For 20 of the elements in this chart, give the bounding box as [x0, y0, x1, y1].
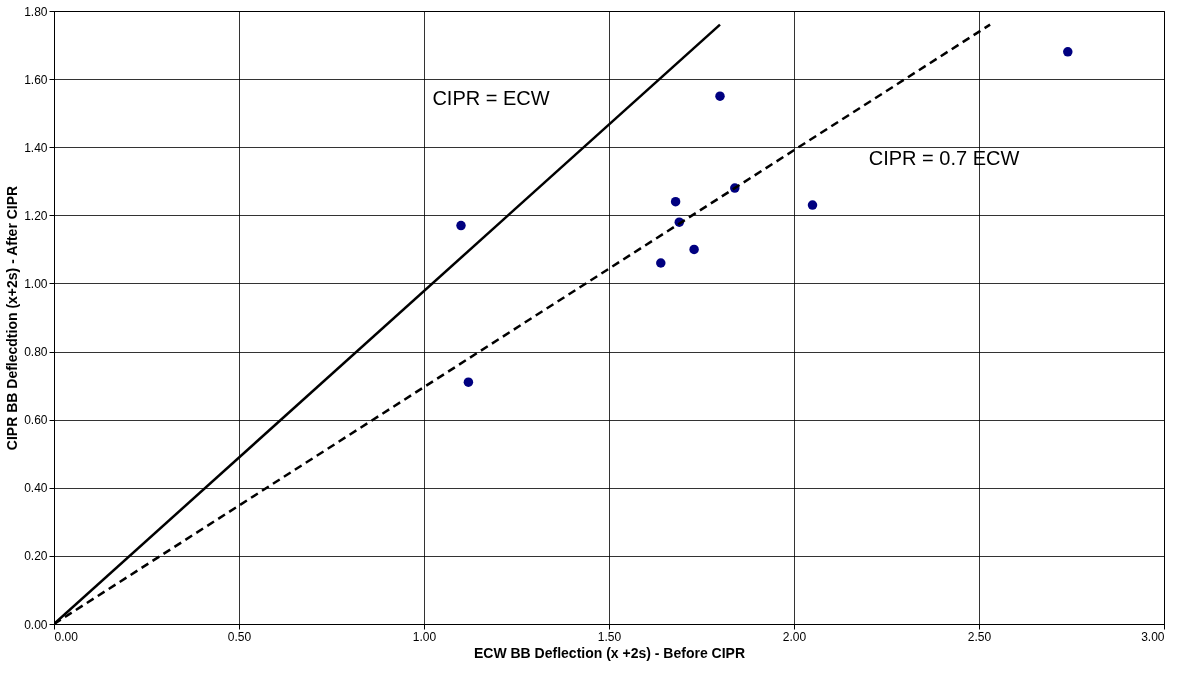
y-tick-label: 0.00 — [24, 617, 48, 632]
y-tick-label: 1.80 — [24, 4, 48, 19]
x-tick-label: 3.00 — [1141, 629, 1165, 644]
x-tick-label: 2.00 — [782, 629, 807, 644]
x-tick-label: 0.50 — [227, 629, 252, 644]
x-tick-label: 1.50 — [597, 629, 622, 644]
x-tick-label: 2.50 — [967, 629, 992, 644]
y-tick-label: 1.40 — [24, 140, 48, 155]
x-tick-label: 0.00 — [54, 629, 79, 644]
y-tick-label: 1.00 — [24, 276, 48, 291]
y-tick-label: 0.40 — [24, 481, 48, 496]
y-axis-title: CIPR BB Deflecdtion (x+2s) - After CIPR — [4, 185, 21, 451]
y-tick-label: 0.20 — [24, 549, 48, 564]
y-tick-label: 1.60 — [24, 72, 48, 87]
y-tick-label: 0.80 — [24, 345, 48, 360]
x-tick-label: 1.00 — [412, 629, 437, 644]
x-axis-title: ECW BB Deflection (x +2s) - Before CIPR — [473, 644, 746, 661]
y-tick-label: 0.60 — [24, 413, 48, 428]
annotation: CIPR = ECW — [432, 87, 550, 109]
y-tick-label: 1.20 — [24, 208, 48, 223]
